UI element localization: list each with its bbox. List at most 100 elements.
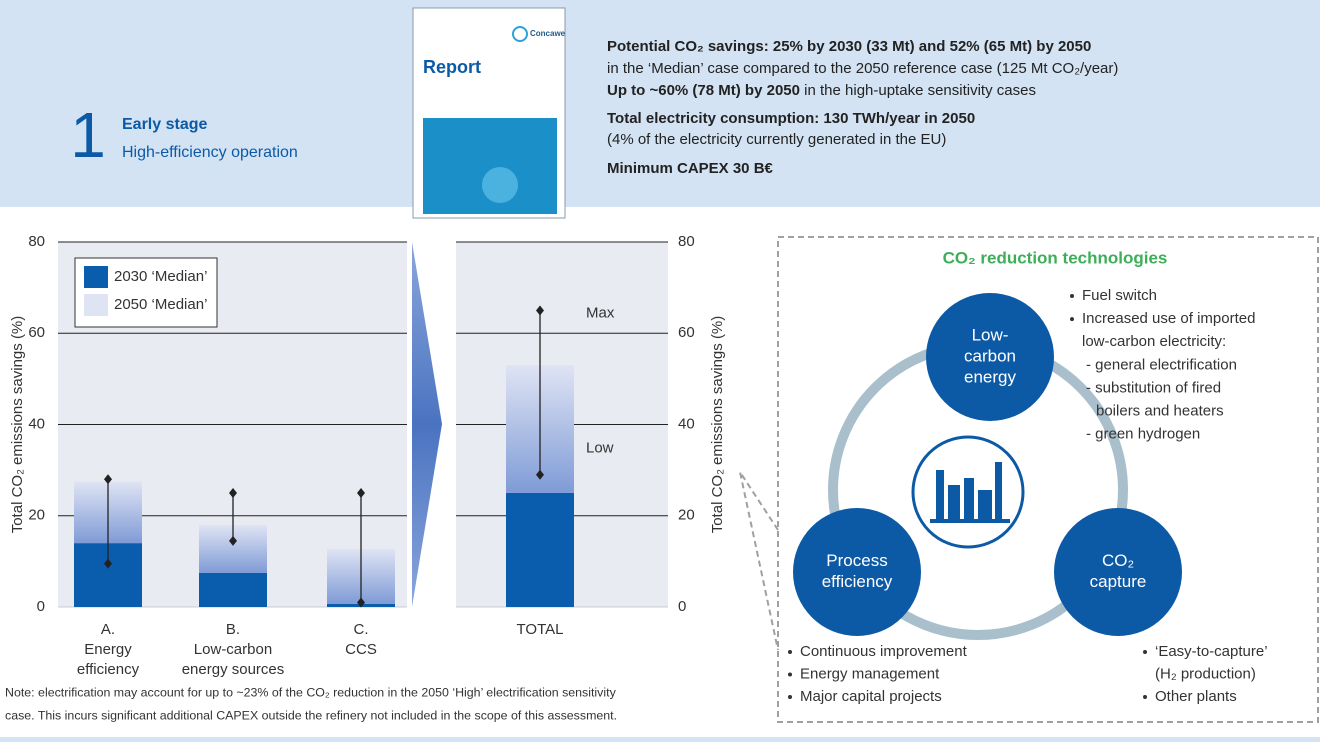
bullet bbox=[1143, 695, 1147, 699]
bullet-text: - green hydrogen bbox=[1086, 426, 1200, 443]
bullet-text: ‘Easy-to-capture’ bbox=[1155, 643, 1268, 660]
header-segment: (4% of the electricity currently generat… bbox=[607, 131, 946, 148]
icon-part bbox=[930, 519, 1010, 523]
node-label: Low- bbox=[972, 325, 1009, 344]
node bbox=[926, 293, 1054, 421]
x-tick-label: TOTAL bbox=[517, 621, 564, 638]
icon-part bbox=[964, 478, 974, 520]
legend-swatch bbox=[84, 294, 108, 316]
footer-band bbox=[0, 737, 1320, 742]
bullet-text: (H₂ production) bbox=[1155, 665, 1256, 682]
bullet bbox=[788, 695, 792, 699]
y-axis-label: Total CO₂ emissions savings (%) bbox=[9, 316, 26, 534]
stage-name: Early stage bbox=[122, 116, 207, 133]
node-label: energy bbox=[964, 367, 1016, 386]
bullet-text: - general electrification bbox=[1086, 356, 1237, 373]
x-tick-label: energy sources bbox=[182, 661, 285, 678]
node-label: carbon bbox=[964, 346, 1016, 365]
diagram-frame bbox=[777, 236, 1319, 723]
bullet-text: Increased use of imported bbox=[1082, 310, 1255, 327]
bar-segment bbox=[199, 572, 267, 607]
bullet bbox=[1143, 650, 1147, 654]
y-tick-label: 60 bbox=[28, 324, 45, 341]
node bbox=[793, 508, 921, 636]
refinery-icon bbox=[911, 435, 1025, 549]
header-segment: in the high-uptake sensitivity cases bbox=[800, 82, 1036, 99]
header-segment: Total electricity consumption: 130 TWh/y… bbox=[607, 110, 975, 127]
y-axis-label: Total CO₂ emissions savings (%) bbox=[709, 316, 726, 534]
header-line: Minimum CAPEX 30 B€ bbox=[607, 160, 774, 177]
bullet bbox=[1070, 317, 1074, 322]
header-segment: Potential CO₂ savings: 25% by 2030 (33 M… bbox=[607, 38, 1091, 55]
y-tick-label: 0 bbox=[678, 598, 686, 615]
bar-segment bbox=[506, 492, 574, 607]
x-tick-label: Low-carbon bbox=[194, 641, 272, 658]
header-band bbox=[0, 0, 1320, 207]
stage-title: High-efficiency operation bbox=[122, 144, 298, 161]
icon-part bbox=[995, 462, 1002, 520]
bullet-text: low-carbon electricity: bbox=[1082, 333, 1226, 350]
y-tick-label: 80 bbox=[28, 233, 45, 250]
cover-graphic bbox=[482, 167, 518, 203]
header-line: Total electricity consumption: 130 TWh/y… bbox=[607, 110, 975, 127]
range-marker bbox=[536, 469, 544, 480]
range-marker bbox=[536, 305, 544, 316]
x-tick-label: efficiency bbox=[77, 661, 140, 678]
note-line: Note: electrification may account for up… bbox=[5, 685, 617, 699]
stage-number: 1 bbox=[70, 99, 106, 171]
connector bbox=[739, 471, 779, 651]
range-marker bbox=[104, 474, 112, 485]
y-tick-label: 40 bbox=[28, 415, 45, 432]
header-segment: Up to ~60% (78 Mt) by 2050 bbox=[607, 82, 800, 99]
header-line: (4% of the electricity currently generat… bbox=[607, 131, 946, 148]
icon-part bbox=[936, 470, 944, 520]
bullet-text: Fuel switch bbox=[1082, 287, 1157, 304]
chevron bbox=[412, 242, 442, 607]
y-tick-label: 80 bbox=[678, 233, 695, 250]
node-label: capture bbox=[1090, 572, 1147, 591]
bullet-text: - substitution of fired bbox=[1086, 379, 1221, 396]
range-marker bbox=[357, 487, 365, 498]
x-tick-label: C. bbox=[354, 621, 369, 638]
header-segment: Minimum CAPEX 30 B€ bbox=[607, 160, 774, 177]
header-line: in the ‘Median’ case compared to the 205… bbox=[607, 60, 1118, 77]
bullet-text: Continuous improvement bbox=[800, 643, 968, 660]
bullet bbox=[788, 672, 792, 677]
bullet-text: Energy management bbox=[800, 665, 940, 682]
node-label: CO₂ bbox=[1102, 551, 1134, 570]
bullet bbox=[788, 650, 792, 654]
node bbox=[1054, 508, 1182, 636]
bullet bbox=[1070, 294, 1074, 298]
range-marker bbox=[357, 597, 365, 608]
y-tick-label: 20 bbox=[28, 507, 45, 524]
bullet-text: Major capital projects bbox=[800, 688, 942, 705]
x-tick-label: CCS bbox=[345, 641, 377, 658]
header-segment: in the ‘Median’ case compared to the 205… bbox=[607, 60, 1118, 77]
legend-swatch bbox=[84, 266, 108, 288]
header-line: Potential CO₂ savings: 25% by 2030 (33 M… bbox=[607, 38, 1091, 55]
legend-label: 2030 ‘Median’ bbox=[114, 268, 207, 285]
y-tick-label: 40 bbox=[678, 415, 695, 432]
cover-brand: Concawe bbox=[530, 29, 566, 38]
report-cover: Concawe Report bbox=[412, 7, 566, 219]
node-label: efficiency bbox=[822, 572, 893, 591]
y-tick-label: 60 bbox=[678, 324, 695, 341]
y-tick-label: 20 bbox=[678, 507, 695, 524]
range-marker bbox=[104, 558, 112, 569]
range-marker bbox=[229, 535, 237, 546]
y-tick-label: 0 bbox=[37, 598, 45, 615]
range-marker bbox=[229, 487, 237, 498]
diagram-title: CO₂ reduction technologies bbox=[943, 248, 1168, 267]
note-line: case. This incurs significant additional… bbox=[5, 708, 617, 722]
bullet-text: boilers and heaters bbox=[1096, 402, 1224, 419]
node-label: Process bbox=[826, 551, 887, 570]
cover-title: Report bbox=[423, 57, 481, 77]
header-line: Up to ~60% (78 Mt) by 2050 in the high-u… bbox=[607, 82, 1036, 99]
cover-logo bbox=[512, 26, 528, 42]
legend-label: 2050 ‘Median’ bbox=[114, 296, 207, 313]
x-tick-label: Energy bbox=[84, 641, 132, 658]
range-label: Low bbox=[586, 440, 614, 457]
icon-part bbox=[948, 485, 960, 520]
bullet-text: Other plants bbox=[1155, 688, 1237, 705]
